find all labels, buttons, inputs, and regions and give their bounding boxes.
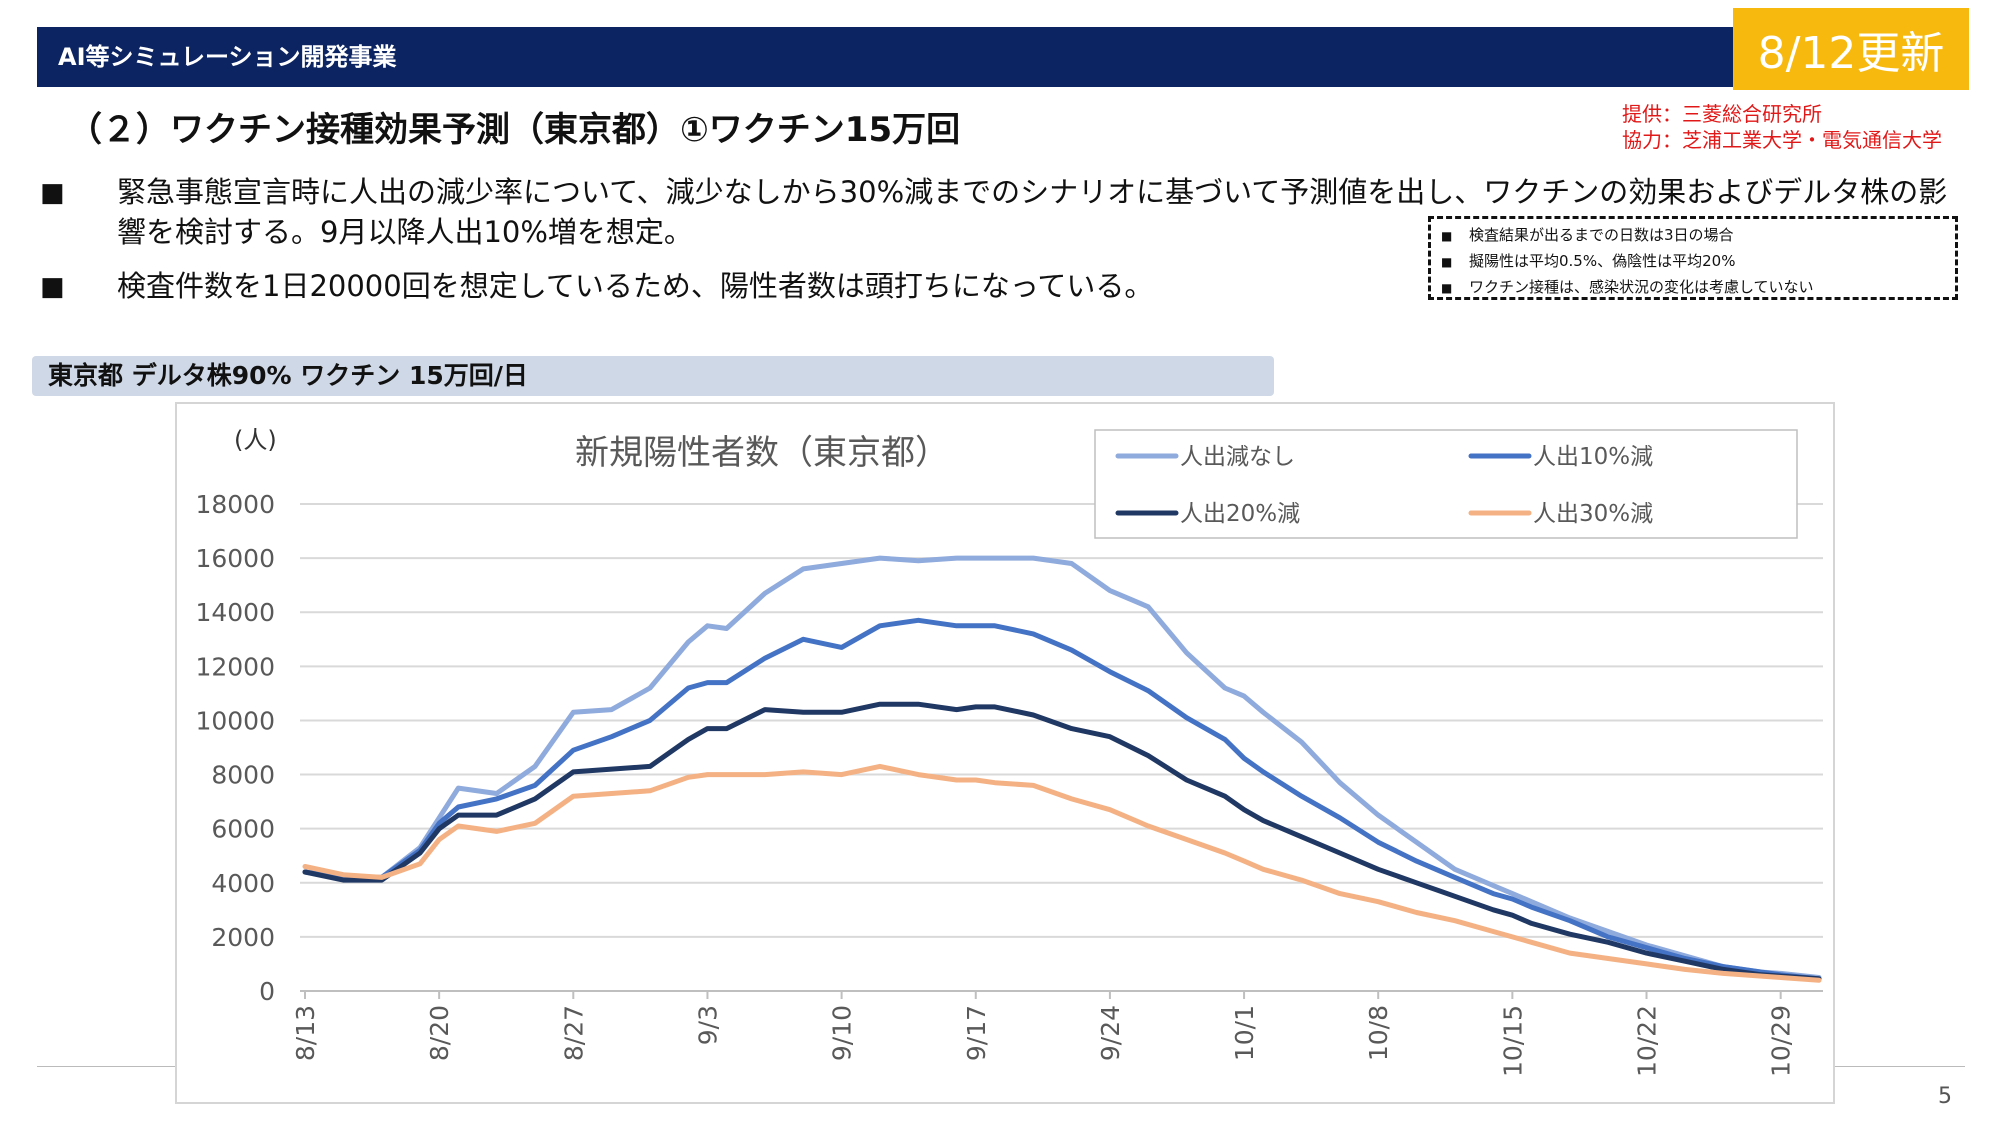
page-number: 5 (1938, 1084, 1952, 1109)
legend-label: 人出20%減 (1180, 501, 1300, 527)
bullet-text-1: 緊急事態宣言時に人出の減少率について、減少なしから30%減までのシナリオに基づい… (117, 175, 1948, 249)
footer-divider (37, 1066, 175, 1067)
y-tick-label: 8000 (211, 761, 275, 790)
x-tick-label: 8/27 (559, 1005, 588, 1061)
chart-title: 新規陽性者数（東京都） (575, 433, 949, 473)
x-tick-label: 10/29 (1767, 1005, 1796, 1077)
header-title: AI等シミュレーション開発事業 (58, 43, 397, 71)
chart-frame: 0 2000 4000 6000 8000 10000 12000 14000 16000 180… (175, 402, 1835, 1104)
x-tick-label: 9/17 (962, 1005, 991, 1061)
note-item: ■ ワクチン接種は、感染状況の変化は考慮していない (1441, 278, 1814, 296)
y-tick-label: 18000 (195, 490, 275, 519)
y-axis-unit: (人) (234, 426, 277, 454)
bullet-text-2: 検査件数を1日20000回を想定しているため、陽性者数は頭打ちになっている。 (117, 269, 1154, 303)
x-tick-label: 10/1 (1230, 1005, 1259, 1061)
y-tick-label: 12000 (195, 652, 275, 681)
legend-label: 人出30%減 (1533, 501, 1653, 527)
x-tick-label: 9/10 (828, 1005, 857, 1061)
legend-label: 人出減なし (1180, 444, 1295, 470)
x-tick-label: 10/22 (1633, 1005, 1662, 1077)
note-item: ■ 検査結果が出るまでの日数は3日の場合 (1441, 226, 1734, 244)
chart-subheading: 東京都 デルタ株90% ワクチン 15万回/日 (32, 356, 1274, 396)
y-tick-label: 14000 (195, 598, 275, 627)
bullet-marker: ■ (40, 272, 65, 302)
credit-provider: 提供：三菱総合研究所 (1622, 102, 1822, 126)
section-title: （２）ワクチン接種効果予測（東京都）①ワクチン15万回 (68, 110, 961, 150)
series-line (302, 555, 1822, 980)
x-tick-label: 10/8 (1364, 1005, 1393, 1061)
bullet-marker: ■ (40, 178, 65, 208)
x-tick-label: 8/13 (291, 1005, 320, 1061)
x-tick-label: 8/20 (425, 1005, 454, 1061)
y-tick-label: 10000 (195, 706, 275, 735)
footer-divider (1835, 1066, 1965, 1067)
header-bar (37, 27, 1967, 87)
x-tick-label: 9/3 (693, 1005, 722, 1045)
y-tick-label: 6000 (211, 815, 275, 844)
y-tick-label: 4000 (211, 869, 275, 898)
note-item: ■ 擬陽性は平均0.5%、偽陰性は平均20% (1441, 252, 1736, 270)
y-tick-label: 0 (259, 977, 275, 1006)
series-line (302, 763, 1822, 983)
series-line (302, 617, 1822, 982)
assumptions-box: ■ 検査結果が出るまでの日数は3日の場合 ■ 擬陽性は平均0.5%、偽陰性は平均20… (1428, 216, 1958, 300)
y-tick-label: 16000 (195, 544, 275, 573)
credit-cooperation: 協力：芝浦工業大学・電気通信大学 (1622, 128, 1942, 152)
y-tick-label: 2000 (211, 923, 275, 952)
legend-label: 人出10%減 (1533, 444, 1653, 470)
x-tick-label: 9/24 (1096, 1005, 1125, 1061)
line-chart: 0 2000 4000 6000 8000 10000 12000 14000 16000 180… (195, 426, 1823, 1077)
update-badge: 8/12更新 (1733, 8, 1969, 90)
x-tick-label: 10/15 (1498, 1005, 1527, 1077)
series-line (302, 701, 1822, 982)
